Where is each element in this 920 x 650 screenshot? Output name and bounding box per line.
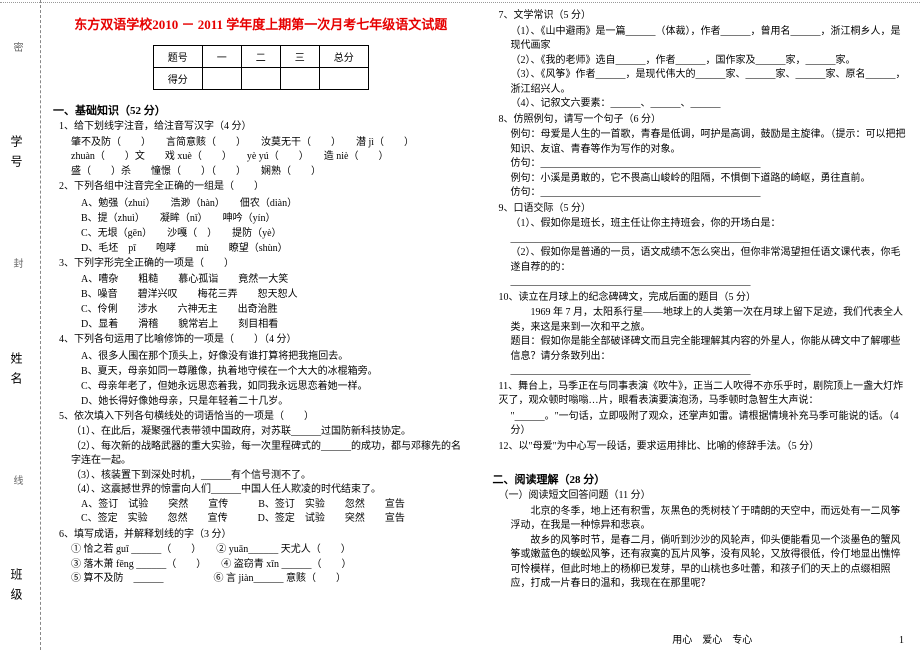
cell — [319, 68, 368, 90]
q9-b1: ________________________________________… — [511, 232, 909, 247]
q11-quote: "______。"一句话，立即吸附了观众，还掌声如雷。请根据情境补充马季可能说的… — [511, 410, 909, 439]
q7-1: （1）、《山中避雨》是一篇______（体裁），作者______，曾用名____… — [511, 25, 909, 54]
q4-d: D、她长得好像她母亲，只是年轻着二十几岁。 — [81, 394, 469, 409]
q7-2: （2）、《我的老师》选自______，作者______，国作家及______家，… — [511, 54, 909, 69]
q3-d: D、显着 滑稽 貌常岩上 刻目相看 — [81, 317, 469, 332]
q10-ask: 题目：假如你是能全部破译碑文而且完全能理解其内容的外星人，你能从碑文中了解哪些信… — [511, 335, 909, 364]
th-3: 三 — [280, 46, 319, 68]
th-2: 二 — [241, 46, 280, 68]
q1-stem: 1、给下划线字注音，给注音写汉字（4 分） — [59, 120, 469, 135]
th-1: 一 — [202, 46, 241, 68]
section-b: 二、阅读理解（28 分） — [493, 471, 909, 487]
q10-blank: ________________________________________… — [511, 364, 909, 379]
q1-l1: 肇不及防（ ） 言简意赅（ ） 汝莫无干（ ） 潜 jì（ ） — [71, 136, 469, 151]
q5-stem: 5、依次填入下列各句横线处的词语恰当的一项是（ ） — [59, 410, 469, 425]
q2-a: A、勉强（zhuí） 浩渺（hàn） 佃农（diàn） — [81, 196, 469, 211]
q7-stem: 7、文学常识（5 分） — [499, 9, 909, 24]
q3-a: A、嘈杂 粗糙 慕心孤诣 竟然一大笑 — [81, 272, 469, 287]
q7-3: （3）、《风筝》作者______，是现代伟大的______家、______家、_… — [511, 68, 909, 97]
cell — [280, 68, 319, 90]
q8-ex1: 例句：母爱是人生的一首歌，青春是低调，呵护是高调，鼓励是主旋律。（提示：可以把把… — [511, 128, 909, 157]
q9-2: （2）、假如你是普通的一员，语文成绩不怎么突出，但你非常渴望担任语文课代表，你毛… — [511, 246, 909, 275]
q8-stem: 8、仿照例句，请写一个句子（6 分） — [499, 113, 909, 128]
q5-optA: A、签订 试验 突然 宣传 B、签订 实验 忽然 宣告 — [81, 498, 469, 513]
q9-stem: 9、口语交际（5 分） — [499, 202, 909, 217]
q6-1: ① 恰之若 guī ______（ ） ② yuān______ 天尤人（ ） — [71, 543, 469, 558]
score-table: 题号 一 二 三 总分 得分 — [153, 45, 369, 90]
q2-d: D、毛坯 pī 咆哮 mù 瞭望（shùn） — [81, 241, 469, 256]
section-a: 一、基础知识（52 分） — [53, 102, 469, 118]
read-head: （一）阅读短文回答问题（11 分） — [499, 489, 909, 504]
q1-l3: 盛（ ）杀 憧憬（ ）（ ） 娴熟（ ） — [71, 165, 469, 180]
seal-mark: 封 — [9, 258, 24, 268]
q6-stem: 6、填写成语，并解释划线的字（3 分） — [59, 528, 469, 543]
q4-c: C、母亲年老了，但她永远思恋着我，如同我永远思恋着她一样。 — [81, 379, 469, 394]
q2-c: C、无垠（gēn） 沙嘎（ ） 提防（yè） — [81, 226, 469, 241]
q4-b: B、夏天，母亲如同一尊雕像，执着地守候在一个大大的冰棍箱旁。 — [81, 364, 469, 379]
q10-stem: 10、读立在月球上的纪念碑碑文，完成后面的题目（5 分） — [499, 291, 909, 306]
page-number: 1 — [899, 635, 904, 646]
q9-1: （1）、假如你是班长，班主任让你主持班会，你的开场白是： — [511, 217, 909, 232]
name-label: 姓名 — [8, 352, 25, 392]
q3-b: B、噪音 碧洋兴叹 梅花三弄 恕天恕人 — [81, 287, 469, 302]
th-num: 题号 — [153, 46, 202, 68]
q7-4: （4）、记叙文六要素：______、______、______ — [511, 97, 909, 112]
q9-b2: ________________________________________… — [511, 275, 909, 290]
q10-body: 1969 年 7 月，太阳系行星——地球上的人类第一次在月球上留下足迹，我们代表… — [511, 306, 909, 335]
cell — [202, 68, 241, 90]
row-score: 得分 — [153, 68, 202, 90]
cell — [241, 68, 280, 90]
q2-stem: 2、下列各组中注音完全正确的一组是（ ） — [59, 180, 469, 195]
q3-c: C、伶俐 涉水 六神无主 出奇治胜 — [81, 302, 469, 317]
q8-b1: 仿句：_____________________________________… — [511, 157, 909, 172]
q5-1: （1）、在此后，凝聚强代表带领中国政府，对苏联______过国防新科技协定。 — [71, 425, 469, 440]
q8-b2: 仿句：_____________________________________… — [511, 186, 909, 201]
th-total: 总分 — [319, 46, 368, 68]
q6-2: ③ 落木萧 fēng ______（ ） ④ 盗窃青 xīn ______（ ） — [71, 558, 469, 573]
q4-a: A、很多人围在那个顶头上，好像没有谁打算将把我拖回去。 — [81, 349, 469, 364]
q5-4: （4）、这震撼世界的惊雷向人们______中国人任人欺凌的时代结束了。 — [71, 483, 469, 498]
q5-3: （3）、核装置下到深处时机，______有个信号测不了。 — [71, 469, 469, 484]
exam-title: 东方双语学校2010 － 2011 学年度上期第一次月考七年级语文试题 — [53, 14, 469, 33]
para1: 北京的冬季，地上还有积雪，灰黑色的秃树枝丫于晴朗的天空中，而远处有一二风筝浮动，… — [511, 505, 909, 534]
q12: 12、以"母爱"为中心写一段话，要求运用排比、比喻的修辞手法。（5 分） — [499, 440, 909, 455]
q5-optC: C、签定 实验 忽然 宣传 D、签定 试验 突然 宣告 — [81, 512, 469, 527]
student-id-label: 学号 — [8, 135, 25, 175]
q4-stem: 4、下列各句运用了比喻修饰的一项是（ ）（4 分） — [59, 333, 469, 348]
q11-stem: 11、舞台上，马季正在与同事表演《吹牛》，正当二人吹得不亦乐乎时，剧院顶上一盏大… — [499, 380, 909, 409]
seal-mark: 密 — [9, 42, 24, 52]
q1-l2: zhuàn（ ）文 戏 xuè（ ） yè yú（ ） 造 niè（ ） — [71, 150, 469, 165]
footer-text: 用心 爱心 专心 — [493, 631, 920, 646]
q5-2: （2）、每次新的战略武器的重大实验，每一次里程碑式的______的成功，都与邓稼… — [71, 440, 469, 469]
q8-ex2: 例句：小溪是勇敢的，它不畏高山峻岭的阻隔，不惧倒下道路的崎岖，勇往直前。 — [511, 172, 909, 187]
class-label: 班级 — [8, 568, 25, 608]
q3-stem: 3、下列字形完全正确的一项是（ ） — [59, 257, 469, 272]
q2-b: B、提（zhuì） 凝眸（nǐ） 呻吟（yín） — [81, 211, 469, 226]
para2: 故乡的风筝时节，是春二月，倘听到沙沙的风轮声，仰头便能看见一个淡墨色的蟹风筝或嫩… — [511, 534, 909, 592]
seal-mark: 线 — [9, 475, 24, 485]
q6-3: ⑤ 算不及防 ______ ⑥ 言 jiàn______ 意赅（ ） — [71, 572, 469, 587]
